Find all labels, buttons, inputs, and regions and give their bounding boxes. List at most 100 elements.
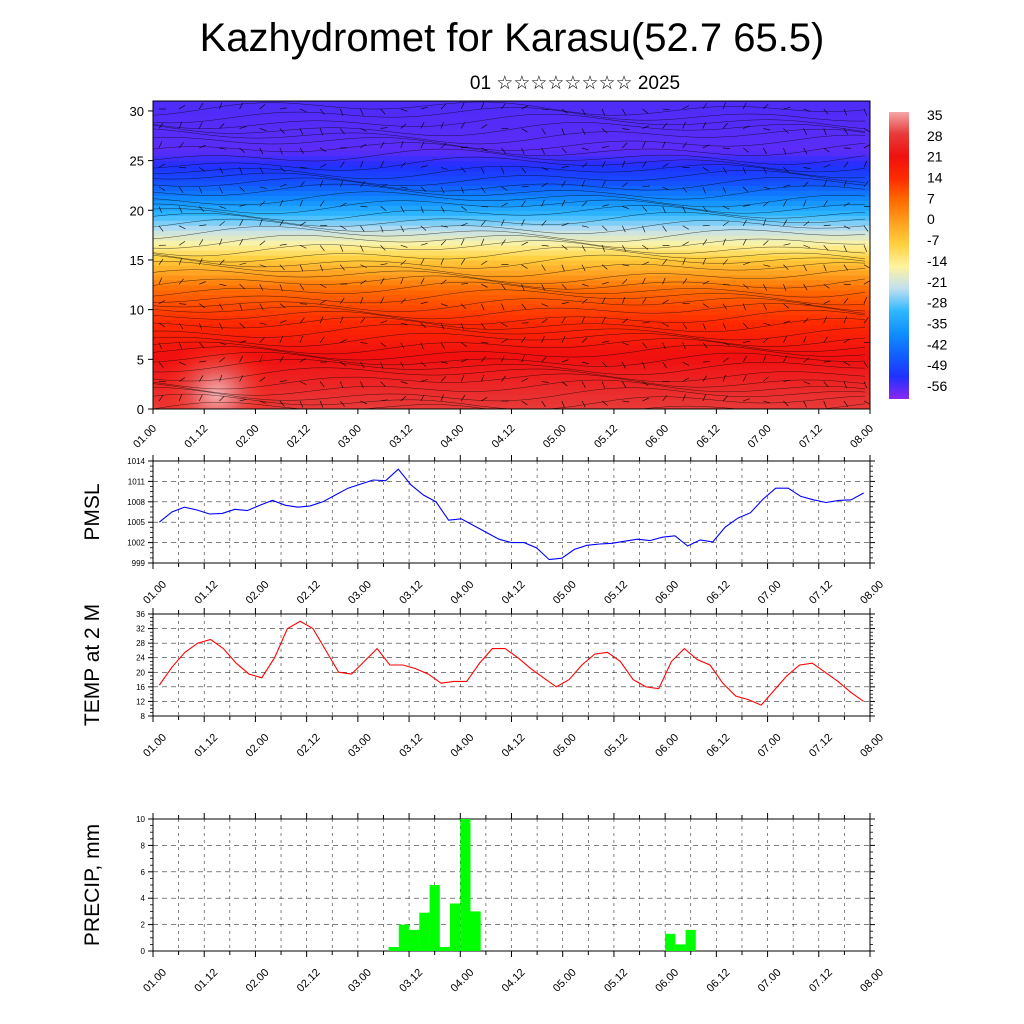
wind-barb: [299, 381, 307, 385]
colorbar-label: 28: [927, 128, 943, 144]
wind-barb: [239, 375, 244, 382]
wind-barb: [400, 361, 405, 369]
colorbar-label: 35: [927, 107, 943, 123]
wind-barb: [460, 375, 465, 382]
heatmap-band: [153, 269, 870, 276]
wind-barb: [481, 260, 488, 265]
wind-barb: [843, 180, 847, 187]
wind-barb: [239, 167, 243, 175]
wind-barb: [299, 221, 306, 227]
wind-barb: [763, 201, 769, 207]
wind-barb: [743, 340, 751, 343]
x-tick-label: 02.00: [244, 579, 272, 607]
wind-barb: [199, 342, 205, 348]
heatmap-band: [153, 105, 870, 112]
wind-barb: [259, 400, 267, 404]
wind-barb: [259, 240, 266, 246]
wind-barb: [481, 124, 488, 129]
wind-barb: [803, 335, 807, 343]
wind-barb: [702, 103, 708, 110]
wind-barb: [622, 342, 629, 346]
wind-barb: [823, 164, 831, 168]
precipitation-chart: 0 2 4 6 8 10 01.00 01.12 02.00 02.12 03.00 03.12 04.…: [81, 813, 886, 995]
precip-bar: [665, 933, 676, 951]
wind-barb: [319, 245, 325, 252]
wind-barb: [682, 105, 689, 110]
contour-line: [153, 164, 866, 180]
wind-barb: [863, 361, 869, 368]
wind-barb: [561, 180, 566, 188]
wind-barb: [179, 303, 187, 305]
wind-barb: [219, 186, 223, 194]
wind-barb: [642, 261, 649, 266]
wind-barb: [400, 123, 407, 129]
x-tick-label: 01.12: [192, 967, 220, 995]
wind-barb: [199, 394, 203, 402]
wind-barb: [763, 322, 771, 326]
wind-barb: [581, 264, 586, 272]
wind-barb: [702, 323, 706, 330]
wind-barb: [823, 361, 831, 363]
wind-barb: [803, 400, 807, 408]
x-tick-label: 07.12: [807, 732, 835, 760]
wind-barb: [521, 303, 527, 310]
wind-barb: [622, 128, 630, 131]
precip-bar: [409, 929, 420, 951]
x-tick-label: 03.12: [387, 423, 415, 451]
page-subtitle: 01 ☆☆☆☆☆☆☆☆ 2025: [469, 73, 681, 94]
wind-barb: [843, 361, 851, 366]
wind-barb: [823, 300, 831, 304]
wind-barb: [541, 108, 549, 110]
x-tick-label: 06.12: [695, 423, 723, 451]
wind-barb: [622, 297, 626, 304]
wind-barb: [742, 186, 749, 193]
x-tick-label: 02.12: [295, 579, 323, 607]
wind-barb: [440, 323, 445, 330]
wind-barb: [783, 128, 789, 134]
wind-barb: [219, 147, 227, 150]
contour-line: [153, 261, 866, 278]
wind-barb: [803, 147, 808, 155]
wind-barb: [199, 360, 207, 363]
wind-barb: [400, 396, 407, 402]
x-tick-label: 06.00: [643, 423, 671, 451]
x-tick-label: 01.00: [131, 423, 159, 451]
colorbar-label: 21: [927, 149, 943, 165]
wind-barb: [702, 206, 708, 213]
wind-barb: [541, 335, 545, 343]
heatmap-band: [153, 115, 870, 122]
wind-barb: [662, 259, 668, 265]
heatmap-band: [153, 384, 870, 390]
wind-barb: [742, 219, 747, 226]
y-tick-label: 8: [141, 712, 146, 721]
wind-barb: [843, 316, 847, 324]
wind-barb: [259, 376, 266, 382]
wind-barb: [743, 262, 750, 266]
contour-line: [153, 226, 866, 243]
wind-barb: [299, 167, 307, 169]
wind-barb: [581, 162, 588, 168]
wind-barb: [581, 381, 586, 388]
wind-barb: [581, 201, 588, 207]
wind-barb: [561, 108, 568, 114]
contour-line: [153, 240, 866, 257]
wind-barb: [501, 202, 508, 207]
wind-barb: [662, 108, 670, 110]
wind-barb: [722, 342, 730, 346]
wind-barb: [601, 297, 606, 304]
wind-barb: [178, 322, 184, 330]
heatmap-band: [153, 240, 870, 246]
wind-barb: [581, 283, 589, 287]
wind-barb: [803, 303, 811, 306]
wind-barb: [601, 180, 606, 188]
wind-barb: [340, 297, 345, 304]
wind-barb: [662, 122, 668, 129]
wind-barb: [360, 317, 366, 324]
y-tick-label: 32: [136, 625, 145, 634]
wind-barb: [702, 342, 708, 349]
wind-barb: [642, 381, 649, 386]
y-tick-label: 0: [137, 402, 144, 417]
wind-barb: [541, 381, 549, 383]
wind-barb: [299, 284, 305, 291]
wind-barb: [440, 225, 448, 228]
